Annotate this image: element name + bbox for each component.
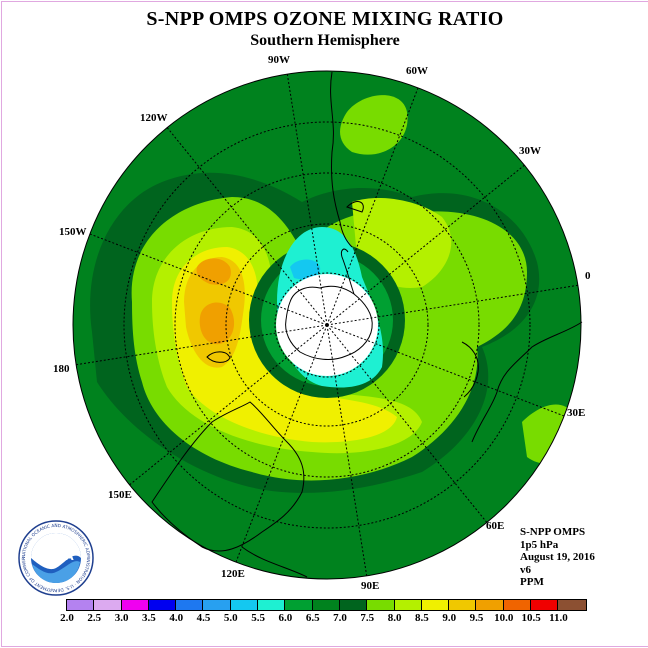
graticule — [76, 74, 578, 576]
antarctica-coastline — [285, 285, 373, 360]
ozone-field-9.5-10.0-b — [199, 302, 235, 345]
new-zealand-coastline — [206, 351, 231, 363]
ozone-field-5.0-5.5 — [290, 259, 321, 280]
map-title: S-NPP OMPS OZONE MIXING RATIO — [146, 8, 504, 30]
colorbar-swatch — [148, 600, 177, 610]
lon-label-30e: 30E — [567, 407, 586, 419]
colorbar-swatch — [421, 600, 450, 610]
colorbar-tick-label: 5.5 — [251, 612, 265, 624]
map-boundary — [72, 70, 582, 580]
latitude-circle — [274, 272, 380, 378]
colorbar-tick-label: 6.0 — [278, 612, 293, 624]
colorbar-tick-label: 9.5 — [469, 612, 484, 624]
colorbar-swatch — [558, 600, 586, 610]
lon-label-150e: 150E — [108, 489, 132, 501]
colorbar-tick-label: 10.5 — [521, 612, 541, 624]
colorbar-swatch — [339, 600, 368, 610]
colorbar — [66, 599, 587, 611]
lon-label-90w: 90W — [268, 54, 290, 66]
units-label: PPM — [520, 576, 544, 588]
antarctic-peninsula — [341, 248, 355, 295]
pressure-level-label: 1p5 hPa — [520, 538, 559, 551]
colorbar-tick-label: 11.0 — [549, 612, 568, 624]
colorbar-swatch — [367, 600, 395, 610]
lon-label-0: 0 — [585, 270, 591, 282]
colorbar-swatch — [67, 600, 95, 610]
colorbar-swatch — [176, 600, 204, 610]
colorbar-tick-label: 4.0 — [169, 612, 184, 624]
colorbar-swatch — [230, 600, 259, 610]
lon-label-120e: 120E — [221, 568, 245, 580]
colorbar-swatch — [312, 600, 340, 610]
colorbar-swatch — [394, 600, 422, 610]
colorbar-tick-label: 9.0 — [442, 612, 457, 624]
latitude-circle — [174, 172, 480, 478]
colorbar-tick-label: 5.0 — [223, 612, 238, 624]
colorbar-tick-label: 7.0 — [333, 612, 347, 624]
noaa-logo: NATIONAL OCEANIC AND ATMOSPHERIC ADMINIS… — [18, 520, 94, 596]
version-label: v6 — [520, 563, 531, 576]
colorbar-swatch — [531, 600, 559, 610]
colorbar-swatch — [258, 600, 286, 610]
colorbar-tick-label: 8.0 — [387, 612, 402, 624]
colorbar-tick-label: 2.5 — [87, 612, 102, 624]
colorbar-tick-label: 4.5 — [196, 612, 211, 624]
lon-label-120w: 120W — [140, 112, 168, 124]
africa-coastline — [471, 321, 583, 443]
date-label: August 19, 2016 — [520, 551, 595, 563]
colorbar-tick-label: 6.5 — [305, 612, 320, 624]
madagascar-coastline — [461, 341, 479, 398]
colorbar-swatch — [121, 600, 149, 610]
colorbar-swatch — [476, 600, 504, 610]
ozone-field-7.5-8.0-north — [340, 95, 408, 155]
map-subtitle: Southern Hemisphere — [250, 32, 400, 49]
colorbar-tick-label: 3.5 — [142, 612, 156, 624]
instrument-label: S-NPP OMPS — [520, 526, 586, 538]
south-pole-marker — [325, 323, 329, 327]
falkland-islands — [346, 201, 364, 213]
lon-label-150w: 150W — [59, 226, 87, 238]
lon-label-30w: 30W — [519, 145, 541, 157]
noaa-logo-text: NOAA — [38, 550, 74, 563]
lon-label-180: 180 — [53, 363, 70, 375]
indonesia-coastline — [241, 546, 308, 578]
south-america-coastline — [330, 71, 353, 248]
colorbar-tick-label: 7.5 — [360, 612, 375, 624]
colorbar-swatch — [94, 600, 122, 610]
ozone-field-9.5-10.0-a — [196, 258, 231, 285]
colorbar-swatch — [449, 600, 477, 610]
colorbar-tick-label: 8.5 — [415, 612, 429, 624]
latitude-circle — [123, 121, 531, 529]
colorbar-swatch — [285, 600, 313, 610]
colorbar-tick-label: 3.0 — [114, 612, 129, 624]
colorbar-tick-label: 2.0 — [60, 612, 74, 624]
product-info: S-NPP OMPS 1p5 hPa August 19, 2016 v6 PP… — [520, 526, 595, 589]
colorbar-swatch — [203, 600, 231, 610]
latitude-circle — [225, 223, 429, 427]
colorbar-tick-label: 10.0 — [494, 612, 514, 624]
lon-label-60w: 60W — [406, 65, 428, 77]
lon-label-60e: 60E — [486, 520, 505, 532]
colorbar-swatch — [503, 600, 532, 610]
lon-label-90e: 90E — [361, 580, 380, 592]
